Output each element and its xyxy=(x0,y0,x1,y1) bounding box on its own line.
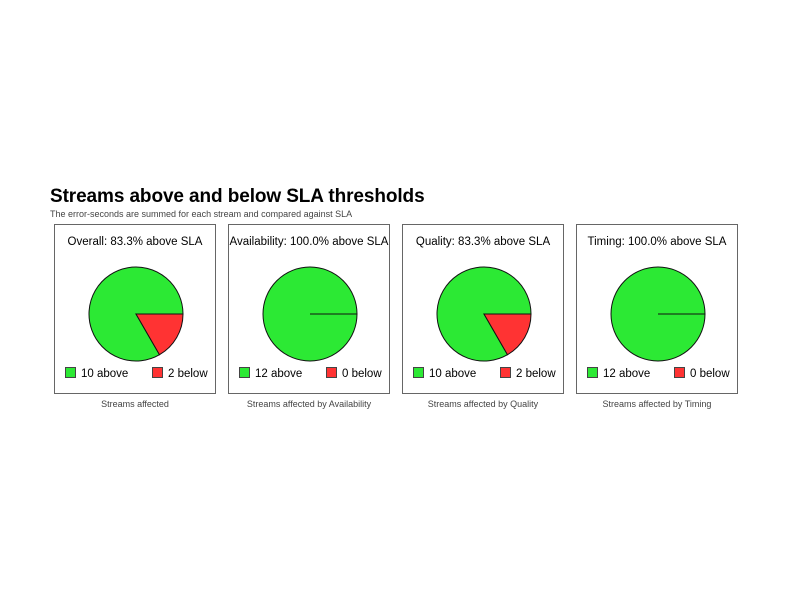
legend-item-above: 10 above xyxy=(65,367,128,381)
legend-label-above: 10 above xyxy=(81,368,129,380)
legend-item-above: 12 above xyxy=(587,367,650,381)
sla-report: Streams above and below SLA thresholds T… xyxy=(50,186,750,409)
legend-label-below: 0 below xyxy=(342,368,382,380)
page-subtitle: The error-seconds are summed for each st… xyxy=(50,209,353,219)
legend-item-below: 2 below xyxy=(500,367,556,381)
legend-swatch-above xyxy=(413,367,424,378)
pie-title-quality: Quality: 83.3% above SLA xyxy=(415,236,551,248)
caption-overall: Streams affected xyxy=(101,399,169,409)
pie-chart-availability xyxy=(262,266,358,362)
pie-card-quality: Quality: 83.3% above SLA 10 above 2 belo… xyxy=(402,224,564,394)
pie-chart-quality xyxy=(436,266,532,362)
caption-timing: Streams affected by Timing xyxy=(602,399,712,409)
legend-quality: 10 above 2 below xyxy=(403,367,563,381)
pie-card-timing: Timing: 100.0% above SLA 12 above 0 belo… xyxy=(576,224,738,394)
legend-swatch-above xyxy=(587,367,598,378)
caption-quality: Streams affected by Quality xyxy=(427,399,539,409)
legend-label-above: 12 above xyxy=(255,368,303,380)
pie-chart-overall xyxy=(88,266,184,362)
page-title: Streams above and below SLA thresholds xyxy=(50,186,425,207)
legend-item-below: 2 below xyxy=(152,367,208,381)
panel-timing: Timing: 100.0% above SLA 12 above 0 belo… xyxy=(576,224,738,410)
panel-quality: Quality: 83.3% above SLA 10 above 2 belo… xyxy=(402,224,564,410)
pie-card-overall: Overall: 83.3% above SLA 10 above 2 belo… xyxy=(54,224,216,394)
legend-swatch-below xyxy=(500,367,511,378)
pie-title-availability: Availability: 100.0% above SLA xyxy=(229,236,389,248)
panel-availability: Availability: 100.0% above SLA 12 above … xyxy=(228,224,390,410)
legend-swatch-above xyxy=(239,367,250,378)
legend-label-below: 0 below xyxy=(690,368,730,380)
legend-timing: 12 above 0 below xyxy=(577,367,737,381)
legend-swatch-below xyxy=(674,367,685,378)
legend-label-above: 10 above xyxy=(429,368,477,380)
legend-label-below: 2 below xyxy=(168,368,208,380)
legend-label-above: 12 above xyxy=(603,368,651,380)
pie-slice-below xyxy=(483,313,532,356)
legend-label-below: 2 below xyxy=(516,368,556,380)
legend-item-above: 12 above xyxy=(239,367,302,381)
pie-chart-timing xyxy=(610,266,706,362)
legend-item-below: 0 below xyxy=(674,367,730,381)
pie-slice-below xyxy=(135,313,184,356)
legend-swatch-above xyxy=(65,367,76,378)
legend-availability: 12 above 0 below xyxy=(229,367,389,381)
pie-panels: Overall: 83.3% above SLA 10 above 2 belo… xyxy=(54,224,754,424)
legend-swatch-below xyxy=(326,367,337,378)
pie-title-timing: Timing: 100.0% above SLA xyxy=(587,236,727,248)
legend-item-above: 10 above xyxy=(413,367,476,381)
panel-overall: Overall: 83.3% above SLA 10 above 2 belo… xyxy=(54,224,216,410)
legend-overall: 10 above 2 below xyxy=(55,367,215,381)
legend-swatch-below xyxy=(152,367,163,378)
pie-title-overall: Overall: 83.3% above SLA xyxy=(67,236,203,248)
pie-card-availability: Availability: 100.0% above SLA 12 above … xyxy=(228,224,390,394)
legend-item-below: 0 below xyxy=(326,367,382,381)
caption-availability: Streams affected by Availability xyxy=(246,399,372,409)
